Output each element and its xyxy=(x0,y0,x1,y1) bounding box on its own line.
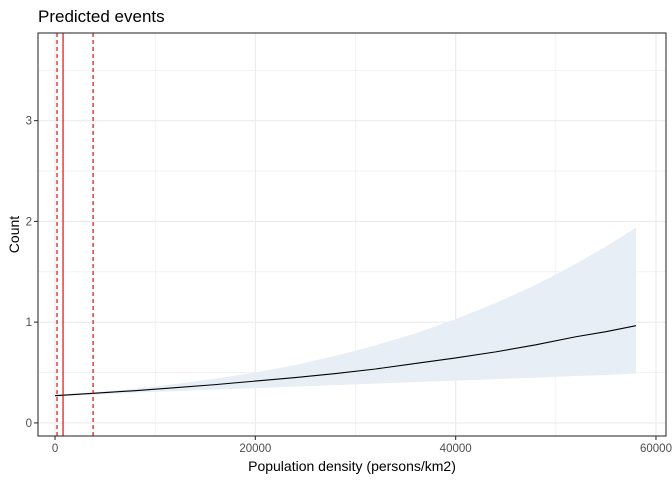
chart-title: Predicted events xyxy=(38,7,165,26)
axis-ticks: 0 20000 40000 60000 0 1 2 3 xyxy=(26,116,672,455)
x-tick-label: 60000 xyxy=(640,443,672,455)
x-tick-label: 20000 xyxy=(239,443,271,455)
y-tick-label: 2 xyxy=(26,216,32,228)
y-axis-title: Count xyxy=(6,216,22,253)
y-tick-label: 1 xyxy=(26,317,32,329)
confidence-ribbon xyxy=(55,227,636,397)
prediction-line xyxy=(54,325,637,397)
panel-border xyxy=(37,32,667,437)
x-tick-label: 0 xyxy=(52,443,58,455)
y-tick-label: 3 xyxy=(26,116,32,128)
confidence-ribbon-layer xyxy=(55,227,636,397)
prediction-line-layer xyxy=(54,325,637,397)
y-tick-label: 0 xyxy=(26,418,32,430)
x-tick-label: 40000 xyxy=(440,443,472,455)
reference-lines-layer xyxy=(56,33,94,436)
x-axis-title: Population density (persons/km2) xyxy=(248,458,456,474)
